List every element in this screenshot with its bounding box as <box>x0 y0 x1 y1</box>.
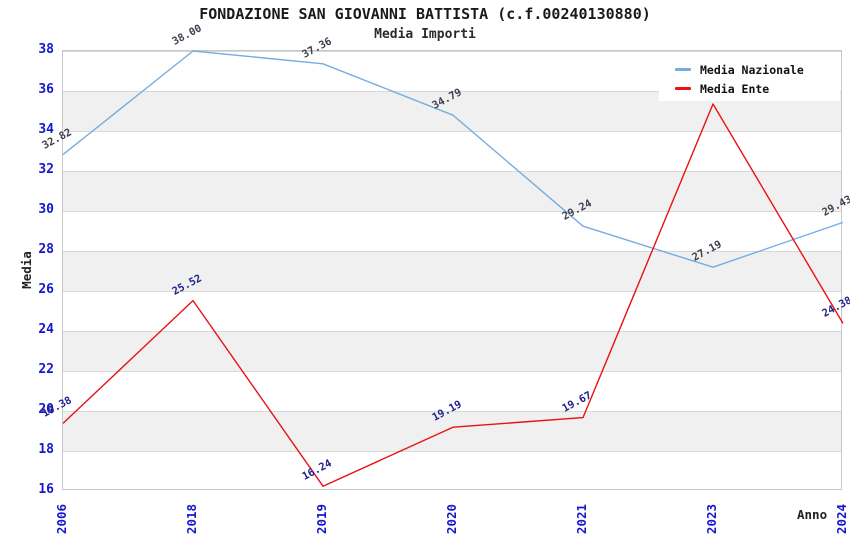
x-tick-label: 2006 <box>54 503 69 535</box>
y-tick-label: 22 <box>38 362 54 377</box>
series-line-media-nazionale <box>62 50 844 268</box>
y-axis-title: Media <box>19 251 34 289</box>
legend-item: Media Ente <box>675 79 840 98</box>
chart-title: FONDAZIONE SAN GIOVANNI BATTISTA (c.f.00… <box>199 5 651 23</box>
x-tick-label: 2018 <box>184 503 199 535</box>
x-tick-label: 2019 <box>314 503 329 535</box>
legend-label: Media Ente <box>700 81 770 96</box>
legend-line-swatch-icon <box>675 87 691 90</box>
y-tick-label: 26 <box>38 282 54 297</box>
line-series-svg <box>62 50 844 487</box>
y-tick-label: 36 <box>38 82 54 97</box>
x-tick-label: 2020 <box>444 503 459 535</box>
y-tick-label: 38 <box>38 42 54 57</box>
y-tick-label: 20 <box>38 402 54 417</box>
x-tick-label: 2023 <box>704 503 719 535</box>
legend-item: Media Nazionale <box>675 60 840 79</box>
plot-area: 32.82 38.00 37.36 34.79 29.24 27.19 29.43 19.38… <box>40 22 850 490</box>
y-tick-label: 18 <box>38 442 54 457</box>
y-tick-label: 28 <box>38 242 54 257</box>
y-tick-label: 30 <box>38 202 54 217</box>
y-tick-label: 32 <box>38 162 54 177</box>
x-tick-label: 2024 <box>834 503 849 535</box>
y-tick-label: 24 <box>38 322 54 337</box>
data-label: 38.00 <box>170 22 204 48</box>
x-tick-label: 2021 <box>574 503 589 535</box>
legend: Media Nazionale Media Ente <box>659 56 840 101</box>
x-axis-title: Anno <box>797 507 828 522</box>
legend-label: Media Nazionale <box>700 62 804 77</box>
series-line-media-ente <box>62 103 844 487</box>
chart-subtitle: Media Importi <box>374 27 476 42</box>
legend-line-swatch-icon <box>675 68 691 71</box>
y-tick-label: 34 <box>38 122 54 137</box>
y-tick-label: 16 <box>38 482 54 497</box>
